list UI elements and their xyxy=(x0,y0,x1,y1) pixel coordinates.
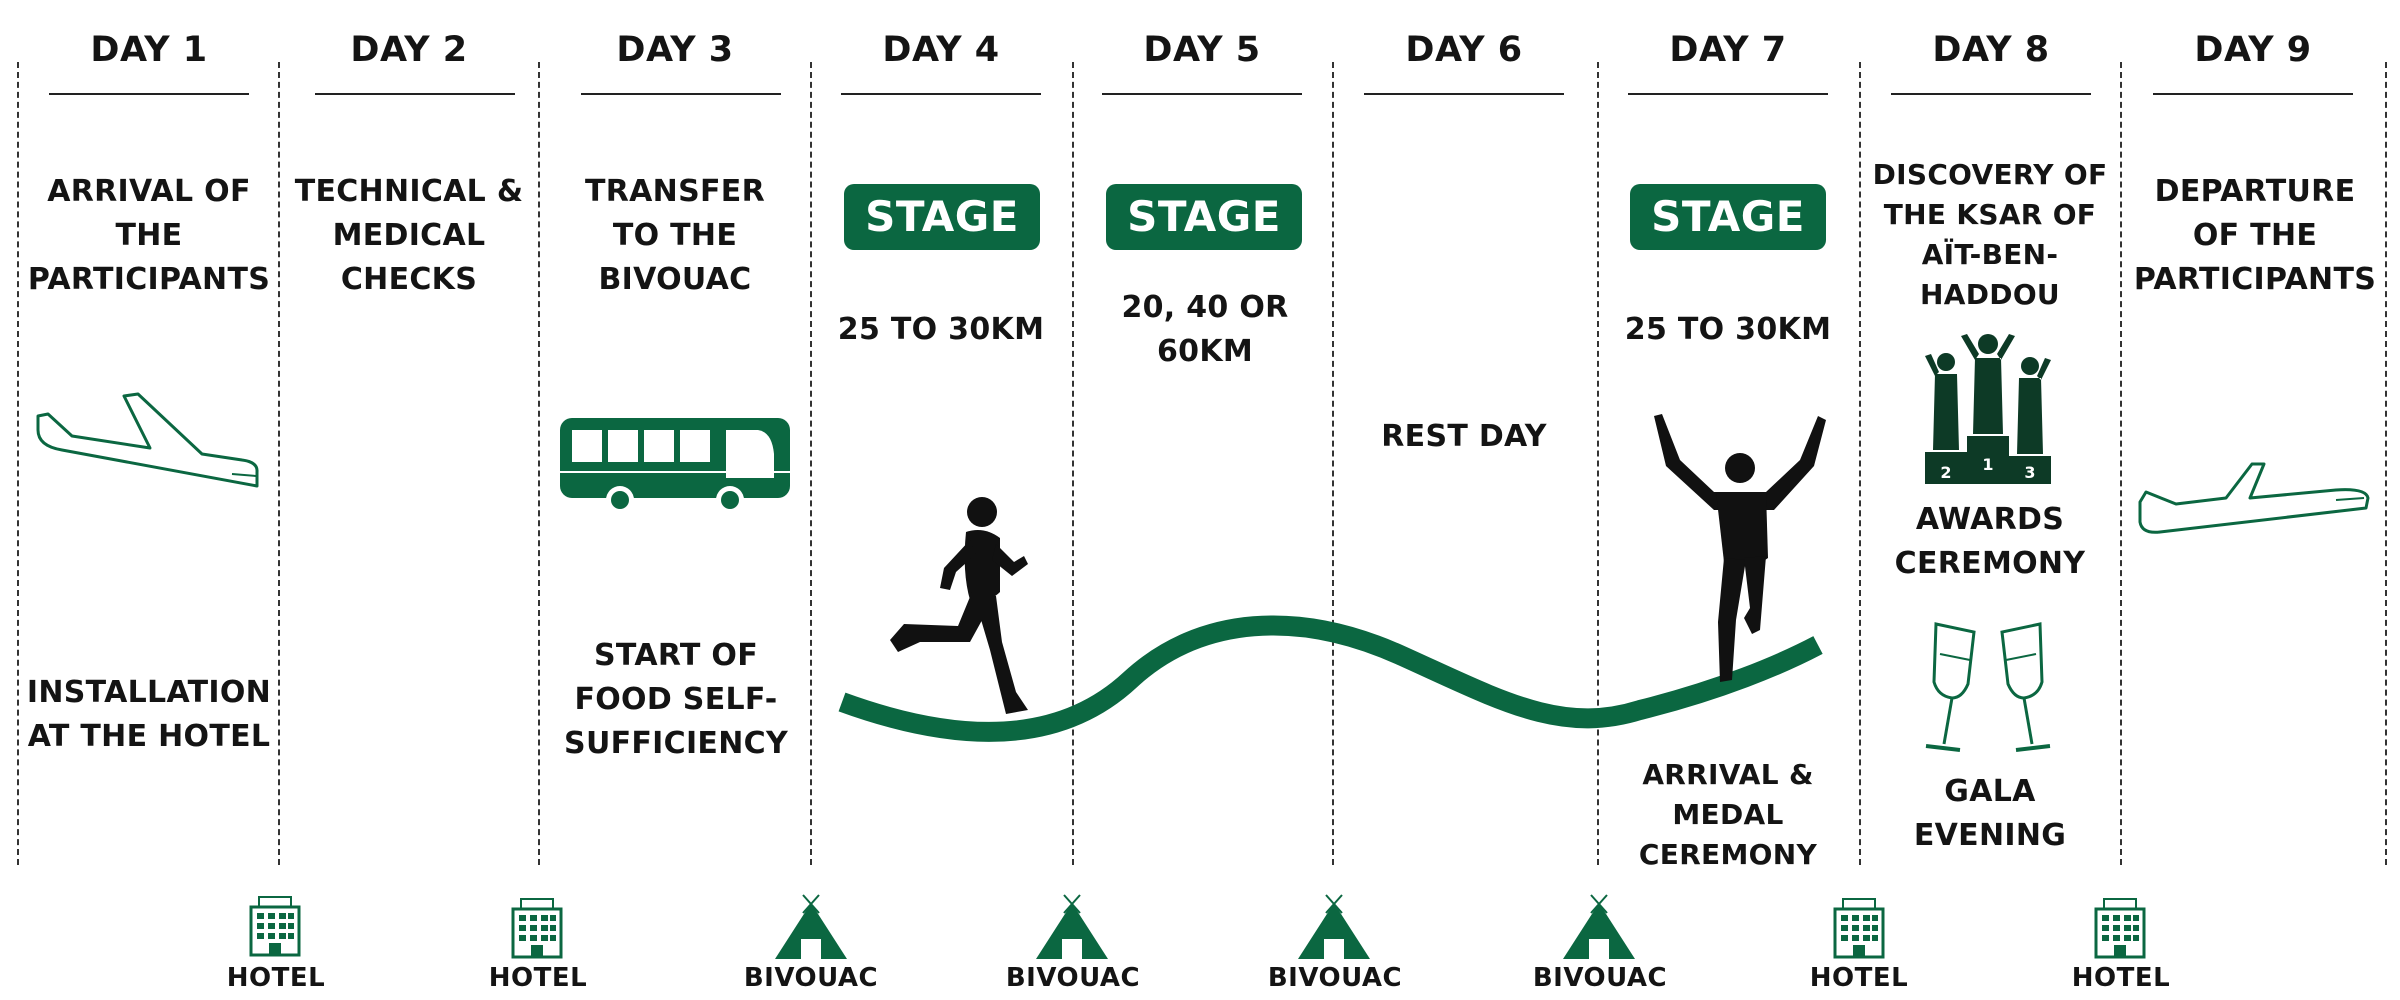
day-4-title: DAY 4 xyxy=(882,30,1000,70)
runner-icon xyxy=(890,497,1028,714)
accommodation-label: HOTEL xyxy=(1809,963,1909,993)
awards-ceremony-text: AWARDS CEREMONY xyxy=(1894,502,2086,581)
title-underline xyxy=(1364,93,1564,95)
day-2-title: DAY 2 xyxy=(350,30,468,70)
podium-number-2: 2 xyxy=(1940,463,1951,482)
podium-number-3: 3 xyxy=(2024,463,2035,482)
day-1-installation-text: INSTALLATION AT THE HOTEL xyxy=(26,675,272,754)
column-divider xyxy=(810,62,812,865)
stage-2-distance: 20, 40 OR 60KM xyxy=(1121,290,1289,369)
stage-3-badge: STAGE 3 xyxy=(1630,184,1826,307)
finisher-icon xyxy=(1654,414,1826,682)
airplane-icon xyxy=(36,392,259,488)
airplane-icon xyxy=(2138,462,2370,534)
column-divider xyxy=(2120,62,2122,865)
day-5-title: DAY 5 xyxy=(1143,30,1261,70)
day-2-checks-text: TECHNICAL & MEDICAL CHECKS xyxy=(294,174,524,297)
column-divider xyxy=(2385,62,2387,865)
gala-evening-text: GALA EVENING xyxy=(1913,774,2067,853)
day-3-food-text: START OF FOOD SELF-SUFFICIENCY xyxy=(564,638,788,761)
stage-2-badge: STAGE 2 xyxy=(1106,184,1302,307)
hotel-icon xyxy=(1833,898,1885,959)
title-underline xyxy=(315,93,515,95)
day-9-departure-text: DEPARTURE OF THE PARTICIPANTS xyxy=(2133,174,2377,297)
column-divider xyxy=(1072,62,1074,865)
podium-number-1: 1 xyxy=(1982,455,1993,474)
stage-1-distance: 25 TO 30KM xyxy=(837,312,1045,347)
champagne-icon xyxy=(1925,622,2051,752)
title-underline xyxy=(1102,93,1302,95)
podium-icon: 2 1 3 xyxy=(1925,334,2051,484)
column-divider xyxy=(1597,62,1599,865)
hotel-icon xyxy=(2094,898,2146,959)
title-underline xyxy=(2153,93,2353,95)
column-divider xyxy=(278,62,280,865)
accommodation-label: HOTEL xyxy=(226,963,326,993)
day-6-title: DAY 6 xyxy=(1405,30,1523,70)
accommodation-label: HOTEL xyxy=(2071,963,2171,993)
day-8-discovery-text: DISCOVERY OF THE KSAR OF AÏT-BEN-HADDOU xyxy=(1872,158,2108,311)
rest-day-text: REST DAY xyxy=(1381,419,1547,454)
day-1-title: DAY 1 xyxy=(90,30,208,70)
accommodation-label: BIVOUAC xyxy=(1532,963,1668,993)
hotel-icon xyxy=(249,896,301,957)
stage-1-badge: STAGE 1 xyxy=(844,184,1040,307)
bus-icon xyxy=(560,418,790,514)
accommodation-label: HOTEL xyxy=(488,963,588,993)
tent-icon xyxy=(775,894,847,959)
title-underline xyxy=(1891,93,2091,95)
tent-icon xyxy=(1298,894,1370,959)
title-underline xyxy=(581,93,781,95)
accommodation-label: BIVOUAC xyxy=(743,963,879,993)
hotel-icon xyxy=(511,898,563,959)
title-underline xyxy=(841,93,1041,95)
day-9-title: DAY 9 xyxy=(2194,30,2312,70)
day-7-title: DAY 7 xyxy=(1669,30,1787,70)
tent-icon xyxy=(1036,894,1108,959)
title-underline xyxy=(1628,93,1828,95)
column-divider xyxy=(17,62,19,865)
column-divider xyxy=(538,62,540,865)
accommodation-label: BIVOUAC xyxy=(1005,963,1141,993)
day-7-arrival-text: ARRIVAL & MEDAL CEREMONY xyxy=(1638,758,1818,871)
day-1-arrival-text: ARRIVAL OF THE PARTICIPANTS xyxy=(27,174,271,297)
title-underline xyxy=(49,93,249,95)
day-8-title: DAY 8 xyxy=(1932,30,2050,70)
day-3-transfer-text: TRANSFER TO THE BIVOUAC xyxy=(585,174,765,297)
stage-3-distance: 25 TO 30KM xyxy=(1624,312,1832,347)
accommodation-label: BIVOUAC xyxy=(1267,963,1403,993)
column-divider xyxy=(1332,62,1334,865)
column-divider xyxy=(1859,62,1861,865)
day-3-title: DAY 3 xyxy=(616,30,734,70)
tent-icon xyxy=(1563,894,1635,959)
